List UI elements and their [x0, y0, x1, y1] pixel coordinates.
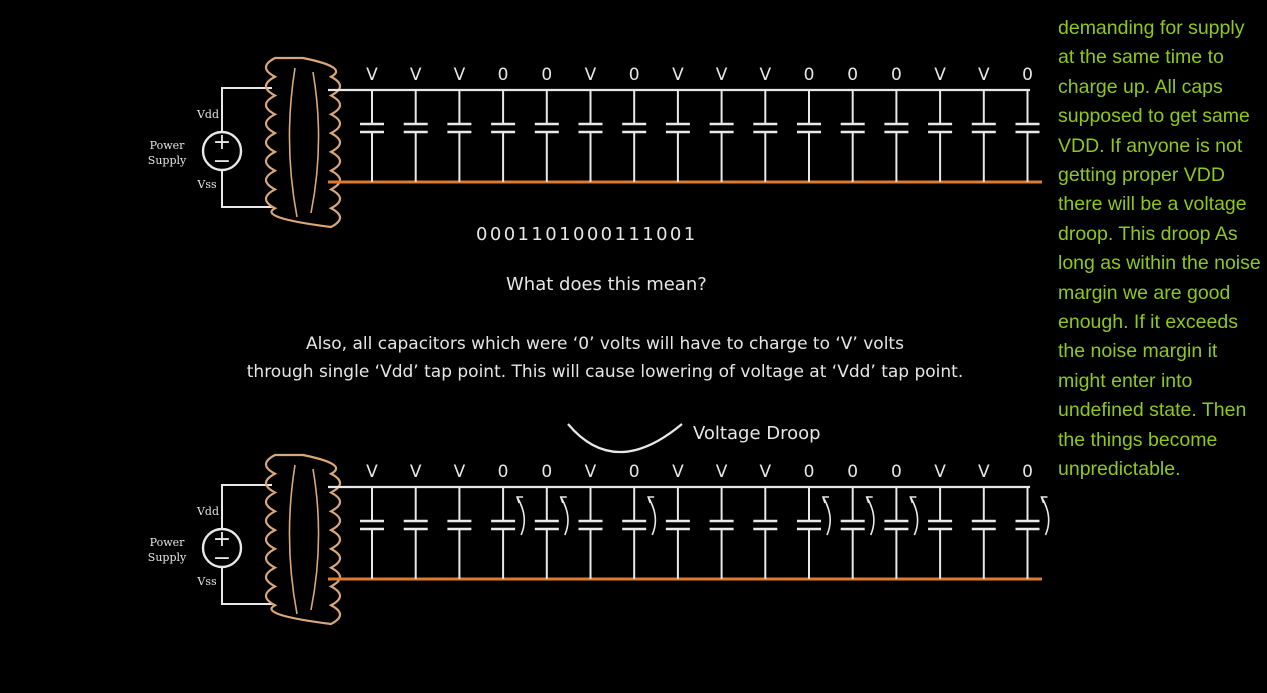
supply-label: Supply — [148, 551, 187, 564]
top-capacitor-circuit: +− Vdd Vss Power Supply V V V 0 0 V 0 V V V 0 0 0 V V 0 — [148, 56, 1042, 229]
capacitor-voltage-label: V — [410, 65, 422, 85]
bottom-capacitor-circuit: +− Vdd Vss Power Supply V V V 0 0 V 0 V V V 0 0 0 V V 0 — [148, 453, 1050, 626]
arrow-head — [559, 496, 567, 504]
supply-label: Supply — [148, 154, 187, 167]
capacitor-voltage-label: 0 — [629, 462, 640, 482]
capacitor-voltage-label: 0 — [541, 462, 552, 482]
cloud-inner-line — [288, 464, 298, 615]
plus-sign: + — [213, 527, 231, 552]
capacitor-voltage-label: V — [716, 65, 728, 85]
vss-wire — [221, 170, 272, 208]
plus-sign: + — [213, 130, 231, 155]
capacitor-voltage-label: 0 — [1022, 462, 1033, 482]
capacitor-voltage-label: 0 — [1022, 65, 1033, 85]
capacitor-voltage-label: V — [366, 65, 378, 85]
capacitor-voltage-label: 0 — [804, 65, 815, 85]
voltage-droop-label: Voltage Droop — [693, 423, 821, 444]
vdd-label: Vdd — [196, 505, 219, 518]
capacitor-voltage-label: V — [759, 65, 771, 85]
capacitor-voltage-label: V — [410, 462, 422, 482]
capacitor-voltage-label: 0 — [498, 462, 509, 482]
capacitor-voltage-label: 0 — [498, 65, 509, 85]
capacitor-voltage-label: V — [934, 65, 946, 85]
vdd-label: Vdd — [196, 108, 219, 121]
capacitor-voltage-label: 0 — [847, 462, 858, 482]
question-text: What does this mean? — [506, 274, 707, 295]
capacitor-voltage-label: 0 — [891, 65, 902, 85]
cloud-inner-line — [310, 468, 320, 611]
capacitor-voltage-label: V — [978, 65, 990, 85]
arrow-head — [821, 496, 829, 504]
vss-wire — [221, 567, 272, 605]
note-line-2: through single ‘Vdd’ tap point. This wil… — [246, 362, 964, 382]
minus-sign: − — [213, 149, 231, 174]
vss-label: Vss — [196, 178, 217, 191]
capacitor-voltage-label: V — [672, 462, 684, 482]
capacitor-voltage-label: V — [454, 462, 466, 482]
vdd-wire — [221, 87, 272, 132]
arrow-head — [865, 496, 873, 504]
capacitor-voltage-label: V — [585, 462, 597, 482]
vss-label: Vss — [196, 575, 217, 588]
arrow-head — [647, 496, 655, 504]
power-label: Power — [150, 536, 186, 549]
power-label: Power — [150, 139, 186, 152]
capacitor-voltage-label: 0 — [847, 65, 858, 85]
capacitor-voltage-label: V — [366, 462, 378, 482]
cloud-outline — [264, 56, 342, 229]
explanation-note: Also, all capacitors which were ‘0’ volt… — [200, 330, 1010, 386]
cloud-inner-line — [310, 71, 320, 214]
vdd-wire — [221, 484, 272, 529]
note-line-1: Also, all capacitors which were ‘0’ volt… — [306, 334, 904, 354]
annotation-sidebar: demanding for supply at the same time to… — [1058, 17, 1261, 481]
minus-sign: − — [213, 546, 231, 571]
bit-pattern: 0001101000111001 — [476, 224, 698, 245]
capacitor-voltage-label: 0 — [804, 462, 815, 482]
arrow-head — [515, 496, 524, 504]
capacitor-voltage-label: V — [759, 462, 771, 482]
voltage-droop-curve — [567, 423, 683, 453]
capacitor-voltage-label: 0 — [629, 65, 640, 85]
capacitor-voltage-label: V — [716, 462, 728, 482]
capacitor-voltage-label: V — [585, 65, 597, 85]
arrow-head — [1040, 496, 1048, 504]
capacitor-voltage-label: V — [934, 462, 946, 482]
cloud-outline — [264, 453, 342, 626]
capacitor-voltage-label: V — [672, 65, 684, 85]
arrow-head — [909, 496, 917, 504]
capacitor-voltage-label: V — [978, 462, 990, 482]
cloud-inner-line — [288, 67, 298, 218]
capacitor-voltage-label: 0 — [541, 65, 552, 85]
capacitor-voltage-label: 0 — [891, 462, 902, 482]
capacitor-voltage-label: V — [454, 65, 466, 85]
